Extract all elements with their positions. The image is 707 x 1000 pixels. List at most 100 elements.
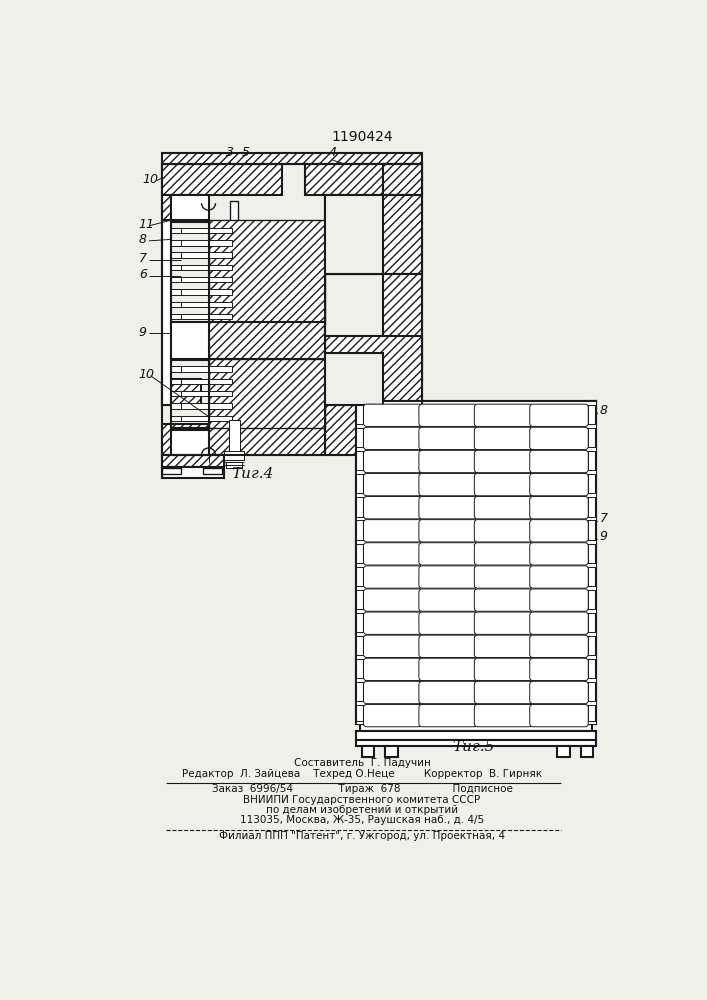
Bar bbox=[162, 195, 201, 220]
Bar bbox=[171, 403, 182, 409]
Bar bbox=[557, 746, 570, 757]
Bar bbox=[182, 379, 232, 384]
FancyBboxPatch shape bbox=[363, 566, 422, 588]
Bar bbox=[588, 401, 596, 724]
Text: 1190424: 1190424 bbox=[331, 130, 393, 144]
FancyBboxPatch shape bbox=[530, 427, 588, 450]
Bar bbox=[209, 322, 325, 359]
Bar bbox=[230, 201, 238, 393]
Bar bbox=[171, 252, 182, 258]
FancyBboxPatch shape bbox=[419, 612, 477, 634]
FancyBboxPatch shape bbox=[419, 404, 477, 426]
FancyBboxPatch shape bbox=[419, 635, 477, 657]
Bar bbox=[209, 220, 325, 324]
FancyBboxPatch shape bbox=[530, 450, 588, 473]
Bar bbox=[171, 277, 182, 282]
Bar bbox=[356, 655, 596, 659]
Bar bbox=[362, 746, 374, 757]
FancyBboxPatch shape bbox=[419, 497, 477, 519]
Bar bbox=[356, 401, 363, 724]
FancyBboxPatch shape bbox=[474, 427, 533, 450]
Bar bbox=[162, 164, 282, 195]
FancyBboxPatch shape bbox=[419, 543, 477, 565]
FancyBboxPatch shape bbox=[419, 566, 477, 588]
Bar bbox=[356, 540, 596, 544]
FancyBboxPatch shape bbox=[530, 566, 588, 588]
FancyBboxPatch shape bbox=[530, 589, 588, 611]
Bar bbox=[171, 222, 209, 328]
FancyBboxPatch shape bbox=[474, 658, 533, 681]
Bar bbox=[383, 274, 421, 382]
FancyBboxPatch shape bbox=[474, 635, 533, 657]
Bar bbox=[356, 632, 596, 636]
FancyBboxPatch shape bbox=[530, 543, 588, 565]
Text: по делам изобретений и открытий: по делам изобретений и открытий bbox=[266, 805, 458, 815]
Bar bbox=[182, 416, 232, 421]
FancyBboxPatch shape bbox=[363, 543, 422, 565]
Bar bbox=[325, 405, 421, 455]
FancyBboxPatch shape bbox=[363, 450, 422, 473]
Bar bbox=[162, 455, 224, 466]
Bar bbox=[356, 678, 596, 682]
FancyBboxPatch shape bbox=[474, 681, 533, 704]
Bar bbox=[356, 447, 596, 451]
Bar bbox=[182, 314, 232, 319]
Bar bbox=[171, 430, 209, 455]
Bar bbox=[182, 252, 232, 258]
Bar bbox=[356, 563, 596, 567]
Bar bbox=[162, 220, 171, 405]
FancyBboxPatch shape bbox=[419, 704, 477, 727]
Bar bbox=[182, 391, 232, 396]
Text: Составитель  Г. Падучин: Составитель Г. Падучин bbox=[293, 758, 431, 768]
FancyBboxPatch shape bbox=[419, 473, 477, 496]
Bar bbox=[325, 195, 383, 274]
Text: 8: 8 bbox=[600, 404, 608, 417]
FancyBboxPatch shape bbox=[474, 473, 533, 496]
Text: 9: 9 bbox=[600, 530, 608, 543]
FancyBboxPatch shape bbox=[530, 681, 588, 704]
Bar bbox=[162, 468, 182, 474]
Bar bbox=[171, 391, 182, 396]
Bar bbox=[325, 336, 421, 405]
Bar bbox=[356, 401, 596, 405]
Bar bbox=[356, 721, 596, 724]
FancyBboxPatch shape bbox=[363, 404, 422, 426]
Text: 5: 5 bbox=[242, 146, 250, 159]
FancyBboxPatch shape bbox=[363, 520, 422, 542]
FancyBboxPatch shape bbox=[363, 612, 422, 634]
Bar bbox=[162, 379, 201, 405]
Bar bbox=[171, 289, 182, 295]
FancyBboxPatch shape bbox=[363, 427, 422, 450]
Bar bbox=[356, 701, 596, 705]
Bar bbox=[171, 379, 182, 384]
Bar bbox=[325, 353, 383, 405]
Bar bbox=[385, 746, 397, 757]
Bar bbox=[182, 403, 232, 409]
FancyBboxPatch shape bbox=[530, 704, 588, 727]
Text: 10: 10 bbox=[139, 368, 155, 381]
Bar bbox=[356, 424, 596, 428]
FancyBboxPatch shape bbox=[363, 497, 422, 519]
FancyBboxPatch shape bbox=[419, 589, 477, 611]
FancyBboxPatch shape bbox=[530, 658, 588, 681]
Bar bbox=[356, 493, 596, 497]
Text: 9: 9 bbox=[139, 326, 147, 339]
Bar bbox=[356, 470, 596, 474]
FancyBboxPatch shape bbox=[419, 520, 477, 542]
Bar bbox=[171, 195, 209, 220]
FancyBboxPatch shape bbox=[474, 566, 533, 588]
Bar bbox=[182, 302, 232, 307]
Bar bbox=[356, 517, 596, 520]
Bar bbox=[360, 412, 592, 418]
Bar bbox=[162, 467, 224, 478]
Bar bbox=[356, 401, 596, 412]
Bar bbox=[171, 302, 182, 307]
Bar bbox=[356, 609, 596, 613]
FancyBboxPatch shape bbox=[530, 520, 588, 542]
Bar bbox=[182, 228, 232, 233]
FancyBboxPatch shape bbox=[419, 427, 477, 450]
Text: Заказ  6996/54              Тираж  678                Подписное: Заказ 6996/54 Тираж 678 Подписное bbox=[211, 784, 513, 794]
Bar bbox=[356, 401, 596, 724]
Text: 7: 7 bbox=[600, 512, 608, 525]
Bar bbox=[325, 251, 383, 274]
